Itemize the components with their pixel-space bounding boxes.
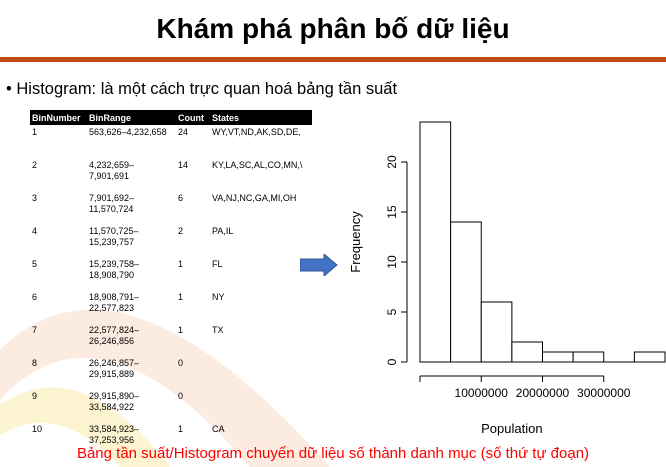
x-axis-label: Population [481,421,542,436]
cell-bin: 8 [32,358,38,368]
histogram-bar [542,351,574,363]
header-states: States [210,110,312,125]
table-row: 4 11,570,725– 15,239,757 2 PA,IL [30,224,312,257]
cell-states: PA,IL [212,226,234,236]
slide-title: Khám phá phân bố dữ liệu [156,12,510,44]
bullet-point: • Histogram: là một cách trực quan hoá b… [6,80,397,99]
cell-bin: 10 [32,424,43,434]
cell-range: 26,246,857– 29,915,889 [89,358,140,379]
y-tick-label: 5 [385,308,399,315]
table-row: 8 26,246,857– 29,915,889 0 [30,356,312,389]
histogram-bar [633,351,666,363]
cell-states: FL [212,259,223,269]
y-tick-label: 10 [385,255,399,269]
histogram-bar [480,301,513,363]
cell-states: WY,VT,ND,AK,SD,DE, [212,127,301,137]
cell-count: 24 [178,127,189,137]
y-tick-label: 15 [385,205,399,219]
cell-count: 0 [178,358,184,368]
cell-count: 6 [178,193,184,203]
y-tick-label: 0 [385,358,399,365]
cell-states: TX [212,325,224,335]
table-row: 7 22,577,824– 26,246,856 1 TX [30,323,312,356]
right-arrow-icon [300,254,338,276]
table-row: 2 4,232,659– 7,901,691 14 KY,LA,SC,AL,CO,MN… [30,158,312,191]
y-tick-label: 20 [385,155,399,169]
cell-range: 563,626–4,232,658 [89,127,167,137]
cell-bin: 6 [32,292,38,302]
x-tick-label: 10000000 [455,386,509,400]
cell-range: 18,908,791– 22,577,823 [89,292,140,313]
bullet-text: Histogram: là một cách trực quan hoá bản… [16,80,398,98]
frequency-table: BinNumber BinRange Count States 1 563,626… [30,110,312,455]
bullet-marker: • [6,80,17,98]
header-binrange: BinRange [87,110,176,125]
cell-bin: 3 [32,193,38,203]
histogram-bar [450,221,482,363]
caption: Bảng tần suất/Histogram chuyển dữ liệu s… [76,445,590,462]
cell-range: 11,570,725– 15,239,757 [89,226,139,247]
table-row: 6 18,908,791– 22,577,823 1 NY [30,290,312,323]
cell-range: 22,577,824– 26,246,856 [89,325,140,346]
cell-count: 0 [178,391,184,401]
histogram-bar [419,121,452,363]
table-row: 3 7,901,692– 11,570,724 6 VA,NJ,NC,GA,MI,OH [30,191,312,224]
cell-count: 1 [178,424,184,434]
cell-range: 33,584,923– 37,253,956 [89,424,140,445]
header-count: Count [176,110,210,125]
cell-count: 2 [178,226,184,236]
cell-bin: 5 [32,259,38,269]
cell-bin: 7 [32,325,38,335]
cell-states: CA [212,424,225,434]
table-body: 1 563,626–4,232,658 24 WY,VT,ND,AK,SD,DE, 2 4… [30,125,312,455]
cell-range: 7,901,692– 11,570,724 [89,193,135,214]
table-row: 10 33,584,923– 37,253,956 1 CA [30,422,312,455]
histogram-bar [572,351,605,363]
table-row: 9 29,915,890– 33,584,922 0 [30,389,312,422]
cell-states [210,389,312,422]
cell-range: 29,915,890– 33,584,922 [89,391,140,412]
cell-range: 4,232,659– 7,901,691 [89,160,135,181]
cell-count: 1 [178,259,184,269]
cell-bin: 4 [32,226,38,236]
cell-states: NY [212,292,225,302]
histogram-chart: 0 5 10 15 20 Frequency 10000000 20000000 3000000… [348,121,666,436]
table-row: 5 15,239,758– 18,908,790 1 FL [30,257,312,290]
x-tick-label: 20000000 [516,386,570,400]
header-binnumber: BinNumber [30,110,87,125]
cell-range: 15,239,758– 18,908,790 [89,259,140,280]
table-row: 1 563,626–4,232,658 24 WY,VT,ND,AK,SD,DE, [30,125,312,158]
cell-states [210,356,312,389]
cell-bin: 2 [32,160,38,170]
cell-count: 1 [178,325,184,335]
x-tick-label: 30000000 [577,386,631,400]
table-header-row: BinNumber BinRange Count States [30,110,312,125]
cell-count: 1 [178,292,184,302]
cell-bin: 9 [32,391,38,401]
histogram-bar [511,341,543,363]
cell-bin: 1 [32,127,38,137]
title-underline [0,57,666,62]
cell-states: KY,LA,SC,AL,CO,MN,\ [212,160,303,170]
background-swoosh [0,309,330,467]
cell-states: VA,NJ,NC,GA,MI,OH [212,193,297,203]
cell-count: 14 [178,160,189,170]
y-axis-label: Frequency [348,211,363,273]
